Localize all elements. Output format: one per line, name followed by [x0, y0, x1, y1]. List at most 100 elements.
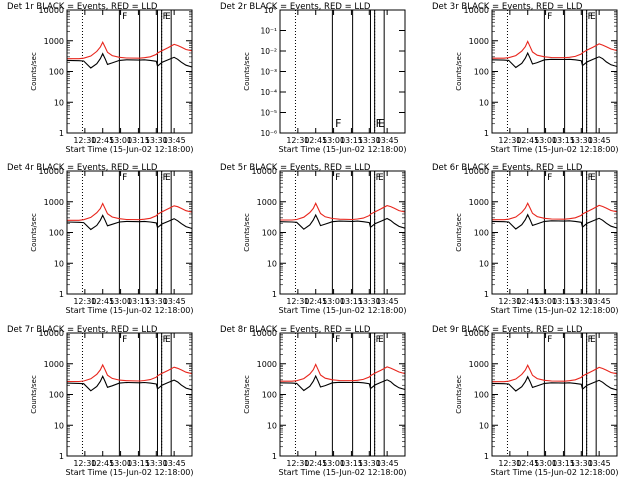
y-tick-label: 10: [54, 259, 64, 268]
y-tick-label: 100: [474, 391, 489, 400]
x-axis-label: Start Time (15-Jun-02 12:18:00): [66, 468, 194, 477]
y-tick-label: 10000: [39, 329, 64, 338]
marker-letter: F: [122, 173, 127, 183]
panel-title: Det 3r BLACK = Events, RED = LLD: [432, 2, 583, 12]
marker-letter: F: [376, 173, 381, 183]
x-tick-label: 13:00: [109, 136, 132, 145]
marker-letter: F: [335, 335, 340, 345]
y-tick-label: 10⁻¹: [260, 27, 277, 36]
marker-letter: E: [165, 12, 171, 22]
x-tick-label: 13:00: [109, 459, 132, 468]
x-tick-label: 13:30: [145, 459, 168, 468]
x-tick-label: 13:00: [534, 297, 557, 306]
marker-letter: F: [122, 335, 127, 345]
marker-letter: E: [590, 12, 596, 22]
marker-letter: E: [378, 117, 385, 130]
x-tick-label: 12:45: [304, 136, 327, 145]
x-tick-label: 12:45: [91, 459, 114, 468]
x-tick-label: 12:30: [286, 459, 309, 468]
y-tick-label: 10⁻⁵: [260, 109, 277, 118]
marker-letter: F: [547, 335, 552, 345]
x-tick-label: 13:15: [552, 459, 575, 468]
plot-frame: [491, 9, 618, 134]
panel-title: Det 4r BLACK = Events, RED = LLD: [7, 163, 158, 173]
lld-series-line: [67, 40, 193, 60]
marker-letter: E: [590, 173, 596, 183]
panel-title: Det 9r BLACK = Events, RED = LLD: [432, 325, 583, 335]
y-tick-label: 1000: [44, 198, 64, 207]
x-tick-label: 13:45: [588, 136, 611, 145]
y-tick-label: 100: [474, 68, 489, 77]
y-tick-label: 10: [479, 421, 489, 430]
y-tick-label: 1000: [469, 198, 489, 207]
y-tick-label: 10000: [39, 167, 64, 176]
x-tick-label: 12:45: [516, 297, 539, 306]
x-axis-label: Start Time (15-Jun-02 12:18:00): [491, 468, 619, 477]
plot-frame: [491, 170, 618, 295]
y-tick-label: 10⁻²: [260, 47, 277, 56]
x-tick-label: 13:00: [322, 297, 345, 306]
y-tick-label: 10000: [464, 329, 489, 338]
y-tick-label: 10000: [39, 6, 64, 15]
marker-letter: F: [122, 12, 127, 22]
x-tick-label: 13:30: [570, 297, 593, 306]
marker-letter: F: [163, 335, 168, 345]
y-tick-label: 1000: [257, 360, 277, 369]
y-tick-label: 1: [272, 290, 277, 299]
y-axis-label: Counts/sec: [30, 213, 38, 252]
marker-letter: F: [335, 173, 340, 183]
plot-panel-1: Det 1r BLACK = Events, RED = LLD Counts/s…: [7, 2, 194, 154]
plot-panel-8: Det 8r BLACK = Events, RED = LLD Counts/s…: [220, 325, 407, 477]
x-tick-label: 13:45: [163, 136, 186, 145]
y-tick-label: 10: [267, 421, 277, 430]
events-series-line: [66, 214, 193, 231]
plot-frame: [279, 332, 406, 457]
x-tick-label: 12:45: [304, 459, 327, 468]
y-tick-label: 1: [484, 290, 489, 299]
y-axis-label: Counts/sec: [30, 375, 38, 414]
y-axis-label: Counts/sec: [243, 52, 251, 91]
panel-title: Det 8r BLACK = Events, RED = LLD: [220, 325, 371, 335]
marker-letter: F: [588, 335, 593, 345]
x-tick-label: 13:45: [588, 297, 611, 306]
events-series-line: [491, 51, 618, 69]
x-tick-label: 12:45: [91, 136, 114, 145]
y-tick-label: 10: [267, 259, 277, 268]
y-tick-label: 1: [59, 452, 64, 461]
marker-letter: F: [588, 12, 593, 22]
x-axis-label: Start Time (15-Jun-02 12:18:00): [279, 468, 407, 477]
y-tick-label: 100: [49, 229, 64, 238]
y-tick-label: 1000: [257, 198, 277, 207]
plot-panel-3: Det 3r BLACK = Events, RED = LLD Counts/s…: [432, 2, 619, 154]
plot-panel-9: Det 9r BLACK = Events, RED = LLD Counts/s…: [432, 325, 619, 477]
lld-series-line: [280, 363, 406, 382]
y-tick-label: 10000: [464, 6, 489, 15]
y-tick-label: 10°: [264, 6, 278, 15]
x-tick-label: 13:15: [340, 136, 363, 145]
y-tick-label: 10000: [252, 167, 277, 176]
plot-frame: [66, 170, 193, 295]
events-series-line: [279, 374, 406, 392]
lld-series-line: [492, 40, 618, 59]
y-tick-label: 10000: [252, 329, 277, 338]
x-axis-label: Start Time (15-Jun-02 12:18:00): [279, 306, 407, 315]
plot-frame: [66, 9, 193, 134]
marker-letter: E: [590, 335, 596, 345]
y-tick-label: 10: [54, 98, 64, 107]
y-tick-label: 1000: [44, 360, 64, 369]
y-axis-label: Counts/sec: [243, 213, 251, 252]
x-tick-label: 12:30: [498, 459, 521, 468]
marker-letter: F: [335, 117, 341, 130]
y-tick-label: 1: [484, 452, 489, 461]
plot-panel-7: Det 7r BLACK = Events, RED = LLD Counts/s…: [7, 325, 194, 477]
y-axis-label: Counts/sec: [30, 52, 38, 91]
y-tick-label: 100: [49, 68, 64, 77]
x-tick-label: 12:45: [516, 136, 539, 145]
plot-frame: [491, 332, 618, 457]
lld-series-line: [67, 363, 193, 383]
y-tick-label: 100: [49, 391, 64, 400]
marker-letter: F: [547, 173, 552, 183]
x-tick-label: 13:15: [340, 459, 363, 468]
x-tick-label: 12:45: [304, 297, 327, 306]
